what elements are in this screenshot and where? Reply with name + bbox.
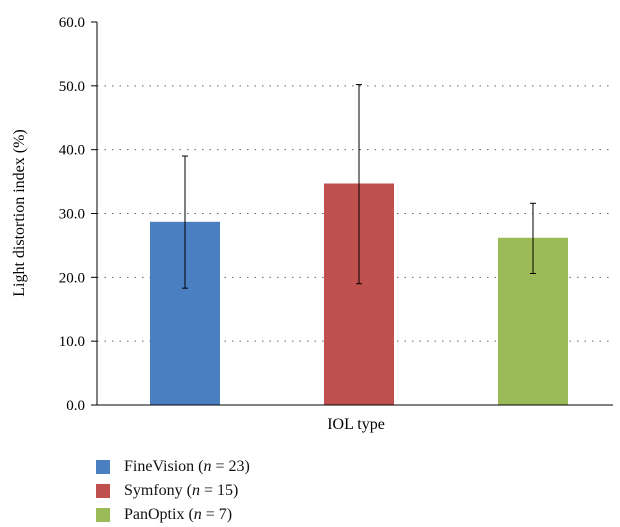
legend-item-finevision: FineVision (n = 23)	[96, 455, 250, 479]
y-tick-label: 60.0	[59, 15, 85, 31]
legend: FineVision (n = 23) Symfony (n = 15) Pan…	[96, 455, 250, 527]
error-bar-panoptix	[530, 202, 536, 275]
error-bars	[182, 84, 536, 289]
legend-item-panoptix: PanOptix (n = 7)	[96, 503, 250, 527]
y-tick-label: 30.0	[59, 207, 85, 223]
legend-label-panoptix: PanOptix (n = 7)	[124, 506, 233, 523]
y-tick-label: 50.0	[59, 79, 85, 95]
y-axis-title: Light distortion index (%)	[11, 129, 28, 297]
y-tick-label: 10.0	[59, 334, 85, 350]
legend-swatch-symfony	[96, 484, 110, 498]
x-axis-title: IOL type	[327, 416, 385, 433]
legend-label-finevision: FineVision (n = 23)	[124, 458, 250, 475]
y-tick-label: 0.0	[66, 398, 85, 414]
error-bar-finevision	[182, 155, 188, 289]
y-axis-ticks: 0.0 10.0 20.0 30.0 40.0 50.0 60.0	[59, 15, 97, 414]
y-tick-label: 20.0	[59, 270, 85, 286]
legend-swatch-panoptix	[96, 508, 110, 522]
legend-item-symfony: Symfony (n = 15)	[96, 479, 250, 503]
legend-label-symfony: Symfony (n = 15)	[124, 482, 239, 499]
bar-chart: 0.0 10.0 20.0 30.0 40.0 50.0 60.0 Light distor…	[11, 15, 613, 433]
y-tick-label: 40.0	[59, 143, 85, 159]
error-bar-symfony	[356, 84, 362, 285]
legend-swatch-finevision	[96, 460, 110, 474]
